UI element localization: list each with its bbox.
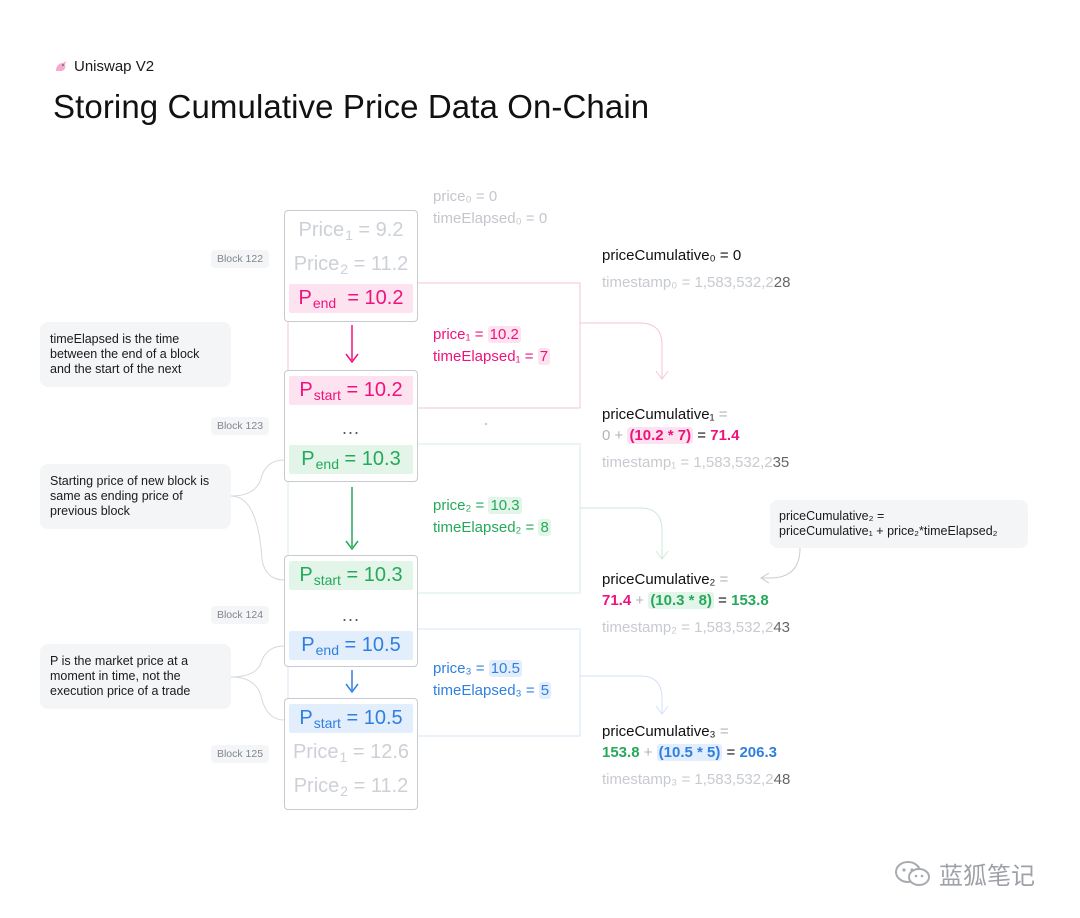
formula-line-1: priceCumulative₂ = bbox=[779, 509, 885, 523]
cumulative-3-title: priceCumulative₃ = bbox=[602, 723, 729, 740]
time-elapsed-2: timeElapsed₂ = 8 bbox=[433, 519, 551, 536]
mid-1: price₁ = 10.2 timeElapsed₁ = 7 bbox=[433, 324, 551, 368]
timestamp-2: timestamp₂ = 1,583,532,243 bbox=[602, 619, 791, 636]
cumulative-1: priceCumulative₁ = 0 + (10.2 * 7) = 71.4… bbox=[602, 404, 789, 473]
block-label-125: Block 125 bbox=[211, 745, 269, 763]
page-title: Storing Cumulative Price Data On-Chain bbox=[53, 88, 650, 125]
block-125-pstart: Pstart = 10.5 bbox=[289, 704, 413, 733]
block-label-124: Block 124 bbox=[211, 606, 269, 624]
mid-2: price₂ = 10.3 timeElapsed₂ = 8 bbox=[433, 495, 551, 539]
watermark: 蓝狐笔记 bbox=[893, 856, 1035, 891]
block-122-pend: Pend = 10.2 bbox=[289, 284, 413, 313]
time-elapsed-3: timeElapsed₃ = 5 bbox=[433, 682, 552, 699]
cumulative-2: priceCumulative₂ = 71.4 + (10.3 * 8) = 1… bbox=[602, 569, 790, 638]
cumulative-1-title: priceCumulative₁ = bbox=[602, 406, 728, 423]
block-122-price2: Price2 = 11.2 bbox=[293, 253, 409, 277]
timestamp-1: timestamp₁ = 1,583,532,235 bbox=[602, 454, 790, 471]
block-124-dots: ... bbox=[341, 605, 360, 625]
cumulative-0-title: priceCumulative₀ = 0 bbox=[602, 247, 742, 264]
mid-3: price₃ = 10.5 timeElapsed₃ = 5 bbox=[433, 658, 552, 702]
block-122-price1: Price1 = 9.2 bbox=[298, 219, 404, 243]
block-label-122: Block 122 bbox=[211, 250, 269, 268]
time-elapsed-1: timeElapsed₁ = 7 bbox=[433, 348, 551, 365]
block-123-dots: ... bbox=[341, 418, 360, 438]
price-0: price₀ = 0 bbox=[433, 188, 498, 205]
cumulative-1-expr: 0 + (10.2 * 7) = 71.4 bbox=[602, 427, 740, 444]
price-2: price₂ = 10.3 bbox=[433, 497, 522, 514]
timestamp-3: timestamp₃ = 1,583,532,248 bbox=[602, 771, 791, 788]
block-123-pstart: Pstart = 10.2 bbox=[289, 376, 413, 405]
block-123: Pstart = 10.2 ... Pend = 10.3 bbox=[284, 370, 418, 482]
cumulative-0: priceCumulative₀ = 0 timestamp₀ = 1,583,… bbox=[602, 245, 790, 293]
time-elapsed-0: timeElapsed₀ = 0 bbox=[433, 210, 548, 227]
block-123-pend: Pend = 10.3 bbox=[289, 445, 413, 474]
price-1: price₁ = 10.2 bbox=[433, 326, 521, 343]
block-122: Price1 = 9.2 Price2 = 11.2 Pend = 10.2 bbox=[284, 210, 418, 322]
brand-label: Uniswap V2 bbox=[74, 58, 155, 75]
block-125-price2: Price2 = 11.2 bbox=[293, 775, 409, 799]
block-124-pend: Pend = 10.5 bbox=[289, 631, 413, 660]
formula-line-2: priceCumulative₁ + price₂*timeElapsed₂ bbox=[779, 524, 998, 538]
block-125: Pstart = 10.5 Price1 = 12.6 Price2 = 11.… bbox=[284, 698, 418, 810]
block-125-price1: Price1 = 12.6 bbox=[292, 741, 410, 765]
cumulative-2-title: priceCumulative₂ = bbox=[602, 571, 729, 588]
note-starting-price: Starting price of new block is same as e… bbox=[40, 464, 231, 529]
bracket-2 bbox=[287, 443, 581, 594]
timestamp-0: timestamp₀ = 1,583,532,228 bbox=[602, 274, 791, 291]
bracket-1 bbox=[288, 282, 581, 409]
cumulative-3-expr: 153.8 + (10.5 * 5) = 206.3 bbox=[602, 744, 778, 761]
note-time-elapsed: timeElapsed is the time between the end … bbox=[40, 322, 231, 387]
block-124: Pstart = 10.3 ... Pend = 10.5 bbox=[284, 555, 418, 667]
cumulative-3: priceCumulative₃ = 153.8 + (10.5 * 5) = … bbox=[602, 721, 790, 790]
wechat-icon bbox=[895, 860, 930, 886]
mid-0: price₀ = 0 timeElapsed₀ = 0 bbox=[433, 186, 547, 230]
brand: Uniswap V2 bbox=[54, 58, 154, 75]
block-label-123: Block 123 bbox=[211, 417, 269, 435]
cumulative-2-expr: 71.4 + (10.3 * 8) = 153.8 bbox=[602, 592, 769, 609]
block-124-pstart: Pstart = 10.3 bbox=[289, 561, 413, 590]
note-market-price: P is the market price at a moment in tim… bbox=[40, 644, 231, 709]
note-formula: priceCumulative₂ = priceCumulative₁ + pr… bbox=[770, 500, 1028, 548]
unicorn-icon bbox=[56, 60, 66, 71]
watermark-text: 蓝狐笔记 bbox=[939, 863, 1035, 890]
price-3: price₃ = 10.5 bbox=[433, 660, 522, 677]
